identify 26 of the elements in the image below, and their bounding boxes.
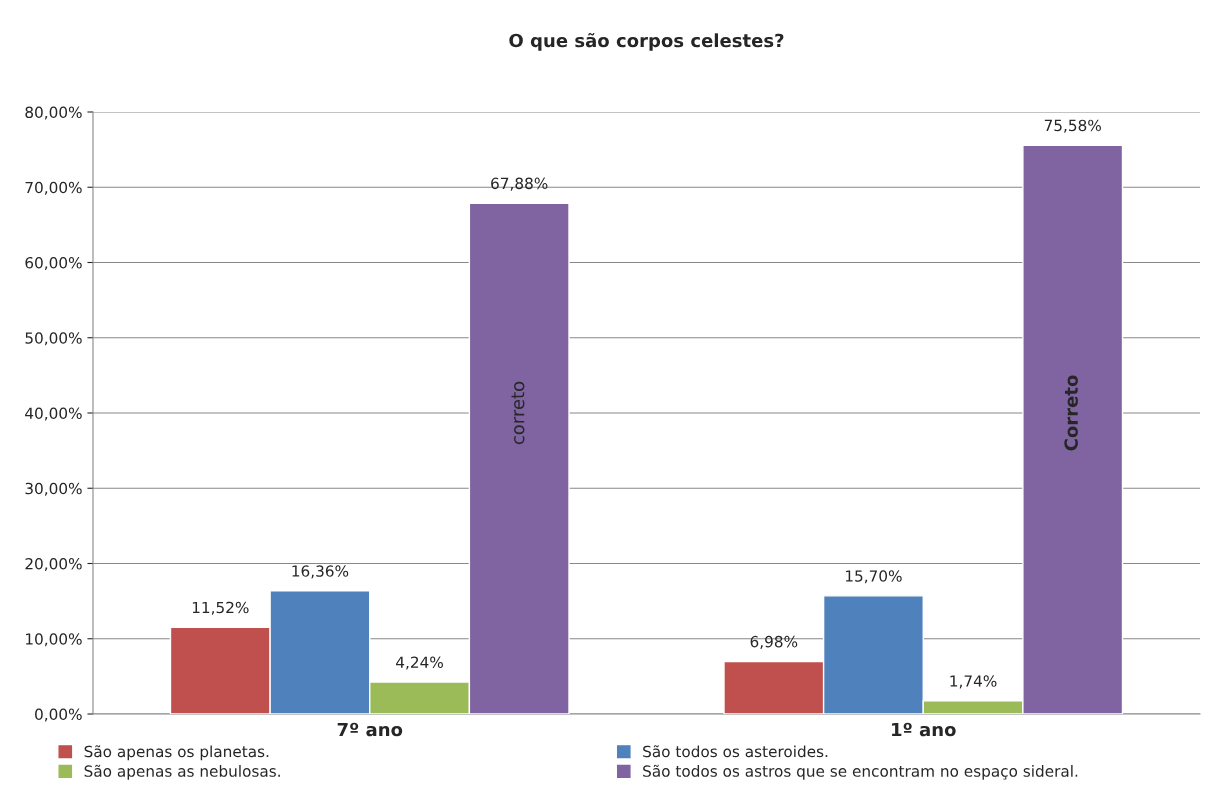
legend-label: São apenas os planetas. — [84, 745, 269, 761]
legend-label: São todos os astros que se encontram no espaço sideral. — [643, 764, 1078, 780]
data-label: 4,24% — [396, 656, 443, 670]
chart-title: O que são corpos celestes? — [509, 33, 784, 51]
y-tick-label: 10,00% — [26, 633, 82, 647]
annotation: correto — [511, 381, 525, 445]
data-label: 6,98% — [750, 635, 798, 649]
y-tick-label: 60,00% — [25, 256, 82, 271]
x-tick-label: 7º ano — [337, 722, 403, 737]
data-label: 67,88% — [491, 177, 548, 191]
legend-label: São todos os asteroides. — [643, 745, 828, 758]
legend-label: São apenas as nebulosas. — [84, 764, 280, 780]
annotation: Correto — [1064, 375, 1078, 451]
y-tick-label: 80,00% — [25, 106, 82, 120]
data-label: 15,70% — [845, 570, 902, 584]
x-tick-label: 1º ano — [892, 722, 956, 737]
y-tick-label: 20,00% — [25, 557, 82, 572]
y-tick-label: 70,00% — [25, 181, 82, 195]
data-label: 1,74% — [950, 675, 997, 689]
data-label: 11,52% — [192, 601, 249, 615]
data-label: 16,36% — [292, 565, 349, 579]
data-label: 75,58% — [1044, 119, 1101, 133]
y-tick-label: 30,00% — [25, 482, 82, 496]
y-tick-label: 50,00% — [25, 332, 82, 346]
y-tick-label: 40,00% — [25, 407, 82, 421]
y-tick-label: 0,00% — [35, 708, 82, 722]
